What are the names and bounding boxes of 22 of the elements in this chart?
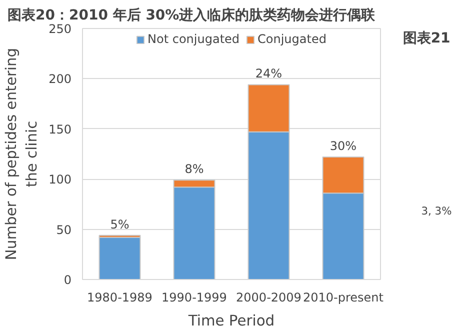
annotation: 30% <box>330 139 357 154</box>
y-tick-label: 0 <box>64 273 72 287</box>
x-tick-label: 2000-2009 <box>236 290 302 304</box>
annotation: 5% <box>110 217 130 232</box>
x-axis-title: Time Period <box>187 312 275 330</box>
y-tick-label: 150 <box>48 122 72 136</box>
annotation: 24% <box>255 66 282 81</box>
text: 图表21 <box>402 30 450 47</box>
y-tick-label: 200 <box>48 72 72 86</box>
y-axis-title: Number of peptides entering the clinic <box>3 48 41 260</box>
bar <box>98 236 141 280</box>
x-tick-label: 1990-1999 <box>162 290 227 304</box>
x-tick-label: 1980-1989 <box>87 290 152 304</box>
text: 3, 3% <box>421 204 452 218</box>
y-tick-label: 250 <box>48 22 72 36</box>
legend-label: Not conjugated <box>148 32 240 46</box>
y-tick-label: 50 <box>56 222 72 237</box>
x-tick-label: 2010-present <box>303 290 384 304</box>
legend-label: Conjugated <box>258 32 326 46</box>
chart-title: 图表20：2010 年后 30%进入临床的肽类药物会进行偶联 <box>8 6 376 24</box>
y-tick-label: 100 <box>48 172 72 187</box>
annotation: 8% <box>184 162 204 176</box>
